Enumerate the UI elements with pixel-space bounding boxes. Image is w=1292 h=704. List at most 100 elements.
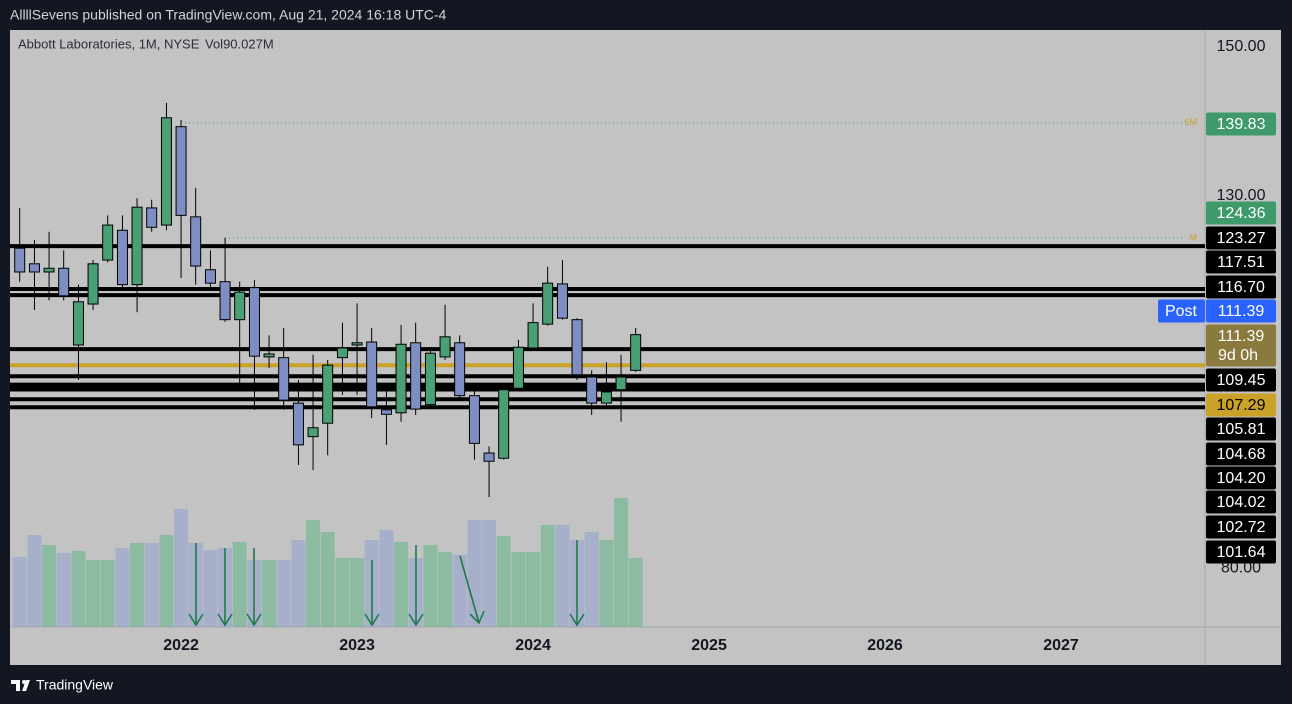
- price-badge: [1206, 299, 1276, 323]
- candle-body: [14, 247, 26, 273]
- arrow: [569, 540, 585, 627]
- candle-body: [175, 126, 187, 216]
- volume-bar: [144, 542, 159, 627]
- price-badge-label: 101.64: [1217, 544, 1266, 561]
- price-badge-label: 117.51: [1217, 254, 1265, 271]
- volume-bar: [115, 547, 130, 627]
- candle-body: [190, 216, 202, 267]
- price-badge-label: 123.27: [1217, 230, 1266, 247]
- candle-body: [483, 452, 495, 462]
- volume-bar: [276, 560, 291, 627]
- price-badge: [1206, 201, 1276, 225]
- price-badge-label: 105.81: [1217, 421, 1266, 438]
- volume-bar: [511, 551, 526, 627]
- candle-body: [116, 229, 128, 286]
- candle-body: [234, 291, 246, 321]
- volume-bar: [232, 541, 247, 627]
- arrow: [364, 560, 380, 627]
- volume-bar: [130, 542, 145, 627]
- arrow: [188, 543, 204, 627]
- candle-body: [454, 342, 466, 397]
- volume-bar: [438, 551, 453, 627]
- volume-bar: [394, 541, 409, 627]
- candle-body: [307, 427, 319, 438]
- candle-body: [527, 322, 539, 349]
- volume-bar: [482, 519, 497, 627]
- price-badge-label: 124.36: [1217, 205, 1266, 222]
- price-badge-label: 139.83: [1217, 116, 1266, 133]
- candle-layer: [14, 102, 642, 497]
- candle-body: [131, 206, 143, 286]
- volume-bar: [159, 534, 174, 627]
- candle-body: [87, 263, 99, 305]
- level-marker: 6M: [1184, 117, 1197, 127]
- volume-bar: [174, 508, 189, 627]
- volume-bar: [27, 534, 42, 627]
- y-tick-label: 80.00: [1221, 560, 1261, 577]
- x-tick-label: 2024: [515, 637, 551, 654]
- price-badge: [1206, 393, 1276, 417]
- price-badge: [1206, 368, 1276, 392]
- candle-body: [160, 117, 172, 226]
- y-tick-label: 130.00: [1217, 187, 1266, 204]
- volume-bar: [42, 544, 57, 627]
- legend-volume: Vol90.027M: [205, 36, 274, 51]
- y-tick-label: 150.00: [1217, 38, 1266, 55]
- x-tick-label: 2022: [163, 637, 199, 654]
- volume-bar: [335, 558, 350, 627]
- candle-body: [600, 391, 612, 404]
- price-badge-label: 104.20: [1217, 470, 1266, 487]
- price-tag: [1158, 299, 1205, 323]
- price-badge: [1206, 442, 1276, 466]
- candle-body: [571, 319, 583, 376]
- volume-bar: [350, 558, 365, 627]
- header: AllllSevens published on TradingView.com…: [10, 7, 447, 23]
- volume-layer: [12, 498, 643, 627]
- candle-body: [630, 334, 642, 371]
- volume-bar: [262, 560, 277, 627]
- candle-body: [615, 376, 627, 391]
- candle-body: [322, 364, 334, 424]
- volume-bar: [320, 531, 335, 627]
- candle-body: [410, 342, 422, 410]
- volume-bar: [599, 540, 614, 627]
- candle-body: [542, 282, 554, 325]
- candle-body: [366, 341, 378, 408]
- candle-body: [336, 347, 348, 359]
- price-badge: [1206, 275, 1276, 299]
- candle-body: [424, 352, 436, 406]
- footer-logo: [11, 680, 30, 691]
- price-badge: [1206, 466, 1276, 490]
- price-badge-label: 102.72: [1217, 519, 1266, 536]
- legend-title: Abbott Laboratories, 1M, NYSE: [18, 36, 200, 51]
- price-badge: [1206, 324, 1276, 367]
- volume-bar: [555, 524, 570, 627]
- price-badge: [1206, 540, 1276, 564]
- arrow: [459, 555, 485, 625]
- price-badge-label: 111.39: [1218, 328, 1265, 345]
- level-layer: 6M M: [10, 117, 1205, 410]
- candle-body: [204, 269, 216, 284]
- candle-body: [58, 267, 70, 297]
- footer-brand: TradingView: [36, 677, 114, 693]
- arrow: [408, 545, 424, 627]
- level-marker: M: [1190, 232, 1198, 242]
- candle-body: [146, 207, 158, 228]
- candle-body: [248, 287, 260, 357]
- volume-bar: [467, 519, 482, 627]
- candle-body: [586, 376, 598, 404]
- price-badge: [1206, 515, 1276, 539]
- x-tick-label: 2027: [1043, 637, 1079, 654]
- volume-bar: [628, 557, 643, 627]
- volume-bar: [86, 560, 101, 627]
- annotation-arrows: [188, 540, 585, 627]
- volume-bar: [584, 531, 599, 627]
- price-badge: [1206, 417, 1276, 441]
- candle-body: [72, 301, 84, 346]
- candle-body: [380, 409, 392, 415]
- candle-body: [439, 336, 451, 358]
- candle-body: [278, 357, 290, 401]
- price-badge-label: 111.39: [1218, 303, 1265, 320]
- candle-body: [498, 389, 510, 459]
